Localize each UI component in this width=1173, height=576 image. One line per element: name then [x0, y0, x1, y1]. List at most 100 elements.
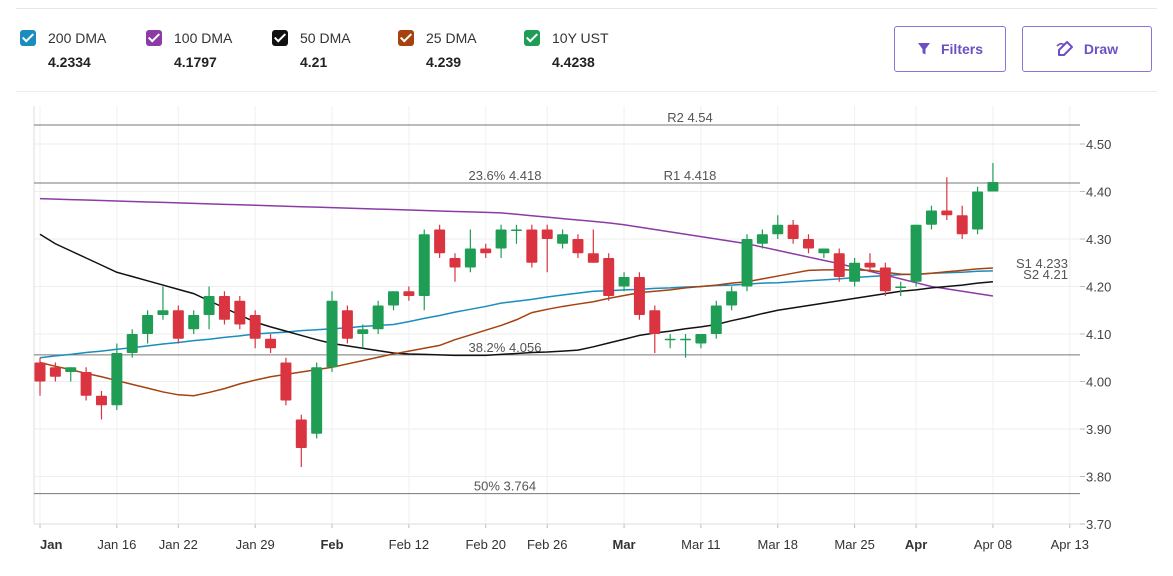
candle-body — [449, 258, 461, 268]
y-tick-label: 4.30 — [1086, 232, 1111, 247]
candle-body — [95, 395, 107, 406]
candle-body — [726, 291, 738, 306]
x-tick-label: Jan — [40, 537, 62, 552]
candle-body — [833, 253, 845, 277]
candle-body — [341, 310, 353, 339]
candle-body — [265, 338, 277, 349]
candle-body — [787, 224, 799, 239]
candle-body — [618, 277, 630, 287]
legend-name: 25 DMA — [426, 30, 477, 46]
candle-body — [541, 229, 553, 239]
candle-body — [157, 310, 169, 315]
candle-body — [849, 262, 861, 282]
legend-item[interactable]: 100 DMA 4.1797 — [146, 28, 272, 76]
x-tick-label: Feb 20 — [465, 537, 505, 552]
candle-body — [357, 329, 369, 334]
candle-body — [572, 239, 584, 254]
candle-body — [111, 353, 123, 406]
y-tick-label: 3.90 — [1086, 422, 1111, 437]
y-tick-label: 4.10 — [1086, 327, 1111, 342]
y-tick-label: 3.80 — [1086, 470, 1111, 485]
candle-body — [972, 191, 984, 230]
candle-body — [587, 253, 599, 263]
y-tick-label: 4.40 — [1086, 185, 1111, 200]
candle-body — [326, 300, 338, 368]
legend-name: 100 DMA — [174, 30, 233, 46]
moving-average-line — [39, 270, 993, 359]
candle-body — [603, 258, 615, 296]
candle-body — [434, 229, 446, 254]
candle-body — [864, 262, 876, 268]
candle-body — [680, 338, 692, 341]
candle-body — [49, 367, 61, 377]
candle-body — [879, 267, 891, 292]
x-tick-label: Apr 13 — [1051, 537, 1089, 552]
legend-value: 4.1797 — [174, 54, 217, 70]
draw-button[interactable]: Draw — [1022, 26, 1152, 72]
candle-body — [403, 291, 415, 296]
candle-body — [941, 210, 953, 216]
candle-body — [557, 234, 569, 244]
candle-body — [295, 419, 307, 448]
candle-body — [249, 315, 261, 339]
candle-body — [818, 248, 830, 254]
candle-body — [311, 367, 323, 434]
candle-body — [772, 224, 784, 235]
legend-value: 4.21 — [300, 54, 328, 70]
x-tick-label: Apr 08 — [974, 537, 1012, 552]
candle-body — [203, 296, 215, 315]
level-label: 23.6% 4.418 — [468, 168, 541, 183]
level-label: 50% 3.764 — [474, 479, 536, 494]
legend-checkbox[interactable] — [20, 30, 36, 46]
legend-item[interactable]: 50 DMA 4.21 — [272, 28, 398, 76]
candle-body — [464, 248, 476, 268]
legend-checkbox[interactable] — [524, 30, 540, 46]
candle-body — [925, 210, 937, 225]
legend-item[interactable]: 10Y UST 4.4238 — [524, 28, 650, 76]
x-tick-label: Jan 16 — [97, 537, 136, 552]
candle-body — [664, 338, 676, 341]
candle-body — [372, 305, 384, 330]
x-tick-label: Jan 22 — [159, 537, 198, 552]
filter-icon — [917, 43, 930, 55]
candle-body — [510, 229, 522, 231]
y-tick-label: 4.20 — [1086, 280, 1111, 295]
candle-body — [388, 291, 400, 306]
legend-name: 200 DMA — [48, 30, 107, 46]
draw-label: Draw — [1083, 41, 1119, 57]
x-tick-label: Feb 12 — [389, 537, 429, 552]
legend-checkbox[interactable] — [272, 30, 288, 46]
legend-item[interactable]: 200 DMA 4.2334 — [20, 28, 146, 76]
candle-body — [526, 229, 538, 263]
candle-body — [188, 315, 200, 330]
legend-checkbox[interactable] — [146, 30, 162, 46]
candle-body — [956, 215, 968, 235]
x-tick-label: Feb 26 — [527, 537, 567, 552]
draw-icon — [1056, 41, 1073, 56]
candle-body — [218, 296, 230, 320]
legend-checkbox[interactable] — [398, 30, 414, 46]
separator — [16, 91, 1157, 92]
candle-body — [142, 315, 154, 334]
candle-body — [910, 224, 922, 282]
candle-body — [172, 310, 184, 339]
legend-name: 50 DMA — [300, 30, 351, 46]
legend-value: 4.4238 — [552, 54, 595, 70]
candle-body — [65, 367, 77, 372]
candle-body — [803, 239, 814, 249]
candle-body — [649, 310, 661, 334]
moving-average-line — [39, 233, 994, 357]
candle-body — [34, 362, 46, 382]
x-tick-label: Mar 11 — [681, 537, 721, 552]
candle-body — [234, 300, 246, 325]
candle-body — [280, 362, 292, 401]
level-label: S2 4.21 — [1023, 267, 1068, 282]
candle-body — [895, 286, 907, 288]
candle-body — [418, 234, 430, 296]
y-tick-label: 3.70 — [1086, 517, 1111, 532]
filters-button[interactable]: Filters — [894, 26, 1006, 72]
legend-item[interactable]: 25 DMA 4.239 — [398, 28, 524, 76]
candle-body — [633, 277, 645, 315]
